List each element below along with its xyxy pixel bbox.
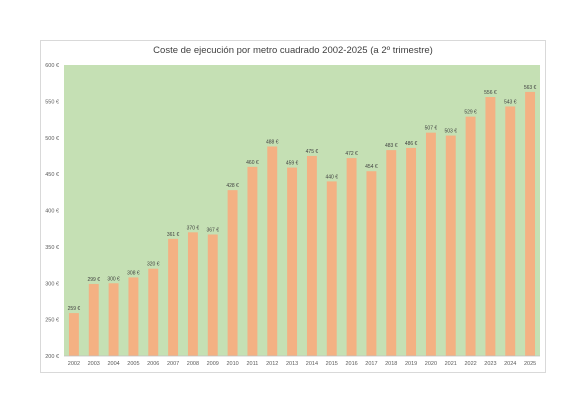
- bar: [207, 234, 218, 356]
- x-tick-label: 2025: [524, 361, 536, 367]
- x-tick-label: 2019: [405, 361, 417, 367]
- y-tick-label: 300 €: [45, 281, 59, 287]
- x-tick-label: 2005: [127, 361, 139, 367]
- bar: [227, 190, 238, 356]
- x-tick-label: 2023: [484, 361, 496, 367]
- bar: [465, 116, 476, 356]
- x-tick-label: 2002: [68, 361, 80, 367]
- bar: [306, 155, 317, 356]
- data-label: 483 €: [385, 143, 398, 149]
- data-label: 486 €: [405, 141, 418, 147]
- bar: [346, 158, 357, 356]
- data-label: 367 €: [206, 228, 219, 234]
- data-label: 460 €: [246, 160, 259, 166]
- data-label: 475 €: [306, 149, 319, 155]
- bars: 259 € 299 € 300 € 308 € 320 € 361 € 370 € 367 €…: [68, 85, 537, 356]
- data-label: 320 €: [147, 262, 160, 268]
- data-label: 428 €: [226, 183, 239, 189]
- bar: [326, 181, 337, 356]
- bar: [148, 268, 159, 356]
- data-label: 563 €: [524, 85, 537, 91]
- bar: [406, 147, 417, 356]
- data-label: 454 €: [365, 164, 378, 170]
- bar: [267, 146, 278, 356]
- y-tick-label: 500 €: [45, 136, 59, 142]
- x-tick-label: 2003: [88, 361, 100, 367]
- x-tick-label: 2018: [385, 361, 397, 367]
- data-label: 440 €: [325, 174, 338, 180]
- data-label: 299 €: [87, 277, 100, 283]
- data-label: 507 €: [425, 126, 438, 132]
- y-tick-label: 250 €: [45, 318, 59, 324]
- x-axis: 2002 2003 2004 2005 2006 2007 2008 2009 2010 2011…: [64, 355, 540, 367]
- bar: [187, 232, 198, 356]
- bar: [525, 91, 536, 356]
- data-label: 259 €: [68, 306, 81, 312]
- bar: [247, 166, 258, 356]
- y-tick-label: 450 €: [45, 172, 59, 178]
- bar: [68, 313, 79, 356]
- x-tick-label: 2010: [226, 361, 238, 367]
- x-tick-label: 2021: [445, 361, 457, 367]
- x-tick-label: 2006: [147, 361, 159, 367]
- x-tick-label: 2024: [504, 361, 516, 367]
- y-axis: 200 € 250 € 300 € 350 € 400 € 450 € 500 € 550 €…: [45, 63, 59, 360]
- plot-area: [64, 65, 540, 356]
- x-tick-label: 2012: [266, 361, 278, 367]
- bar: [108, 283, 119, 356]
- chart-title: Coste de ejecución por metro cuadrado 20…: [153, 45, 433, 56]
- y-tick-label: 600 €: [45, 63, 59, 69]
- x-tick-label: 2020: [425, 361, 437, 367]
- bar: [485, 97, 496, 356]
- x-tick-label: 2017: [365, 361, 377, 367]
- x-tick-label: 2004: [107, 361, 119, 367]
- y-tick-label: 550 €: [45, 99, 59, 105]
- x-tick-label: 2013: [286, 361, 298, 367]
- data-label: 556 €: [484, 90, 497, 96]
- bar: [287, 167, 298, 356]
- y-tick-label: 200 €: [45, 354, 59, 360]
- y-tick-label: 350 €: [45, 245, 59, 251]
- x-tick-label: 2016: [345, 361, 357, 367]
- x-tick-label: 2014: [306, 361, 318, 367]
- data-label: 308 €: [127, 270, 140, 276]
- data-label: 503 €: [444, 129, 457, 135]
- bar: [168, 238, 179, 356]
- x-tick-label: 2022: [464, 361, 476, 367]
- bar: [128, 277, 139, 356]
- data-label: 543 €: [504, 99, 517, 105]
- data-label: 370 €: [187, 225, 200, 231]
- data-label: 361 €: [167, 232, 180, 238]
- bar: [366, 171, 377, 356]
- y-tick-label: 400 €: [45, 209, 59, 215]
- x-tick-label: 2011: [247, 361, 259, 367]
- data-label: 459 €: [286, 161, 299, 167]
- x-tick-label: 2015: [326, 361, 338, 367]
- x-tick-label: 2008: [187, 361, 199, 367]
- x-tick-label: 2009: [207, 361, 219, 367]
- bar: [425, 132, 436, 356]
- bar: [88, 283, 99, 356]
- data-label: 488 €: [266, 139, 279, 145]
- bar: [445, 135, 456, 356]
- bar: [505, 106, 516, 356]
- data-label: 300 €: [107, 276, 120, 282]
- x-tick-label: 2007: [167, 361, 179, 367]
- data-label: 472 €: [345, 151, 358, 157]
- bar: [386, 150, 397, 356]
- data-label: 529 €: [464, 110, 477, 116]
